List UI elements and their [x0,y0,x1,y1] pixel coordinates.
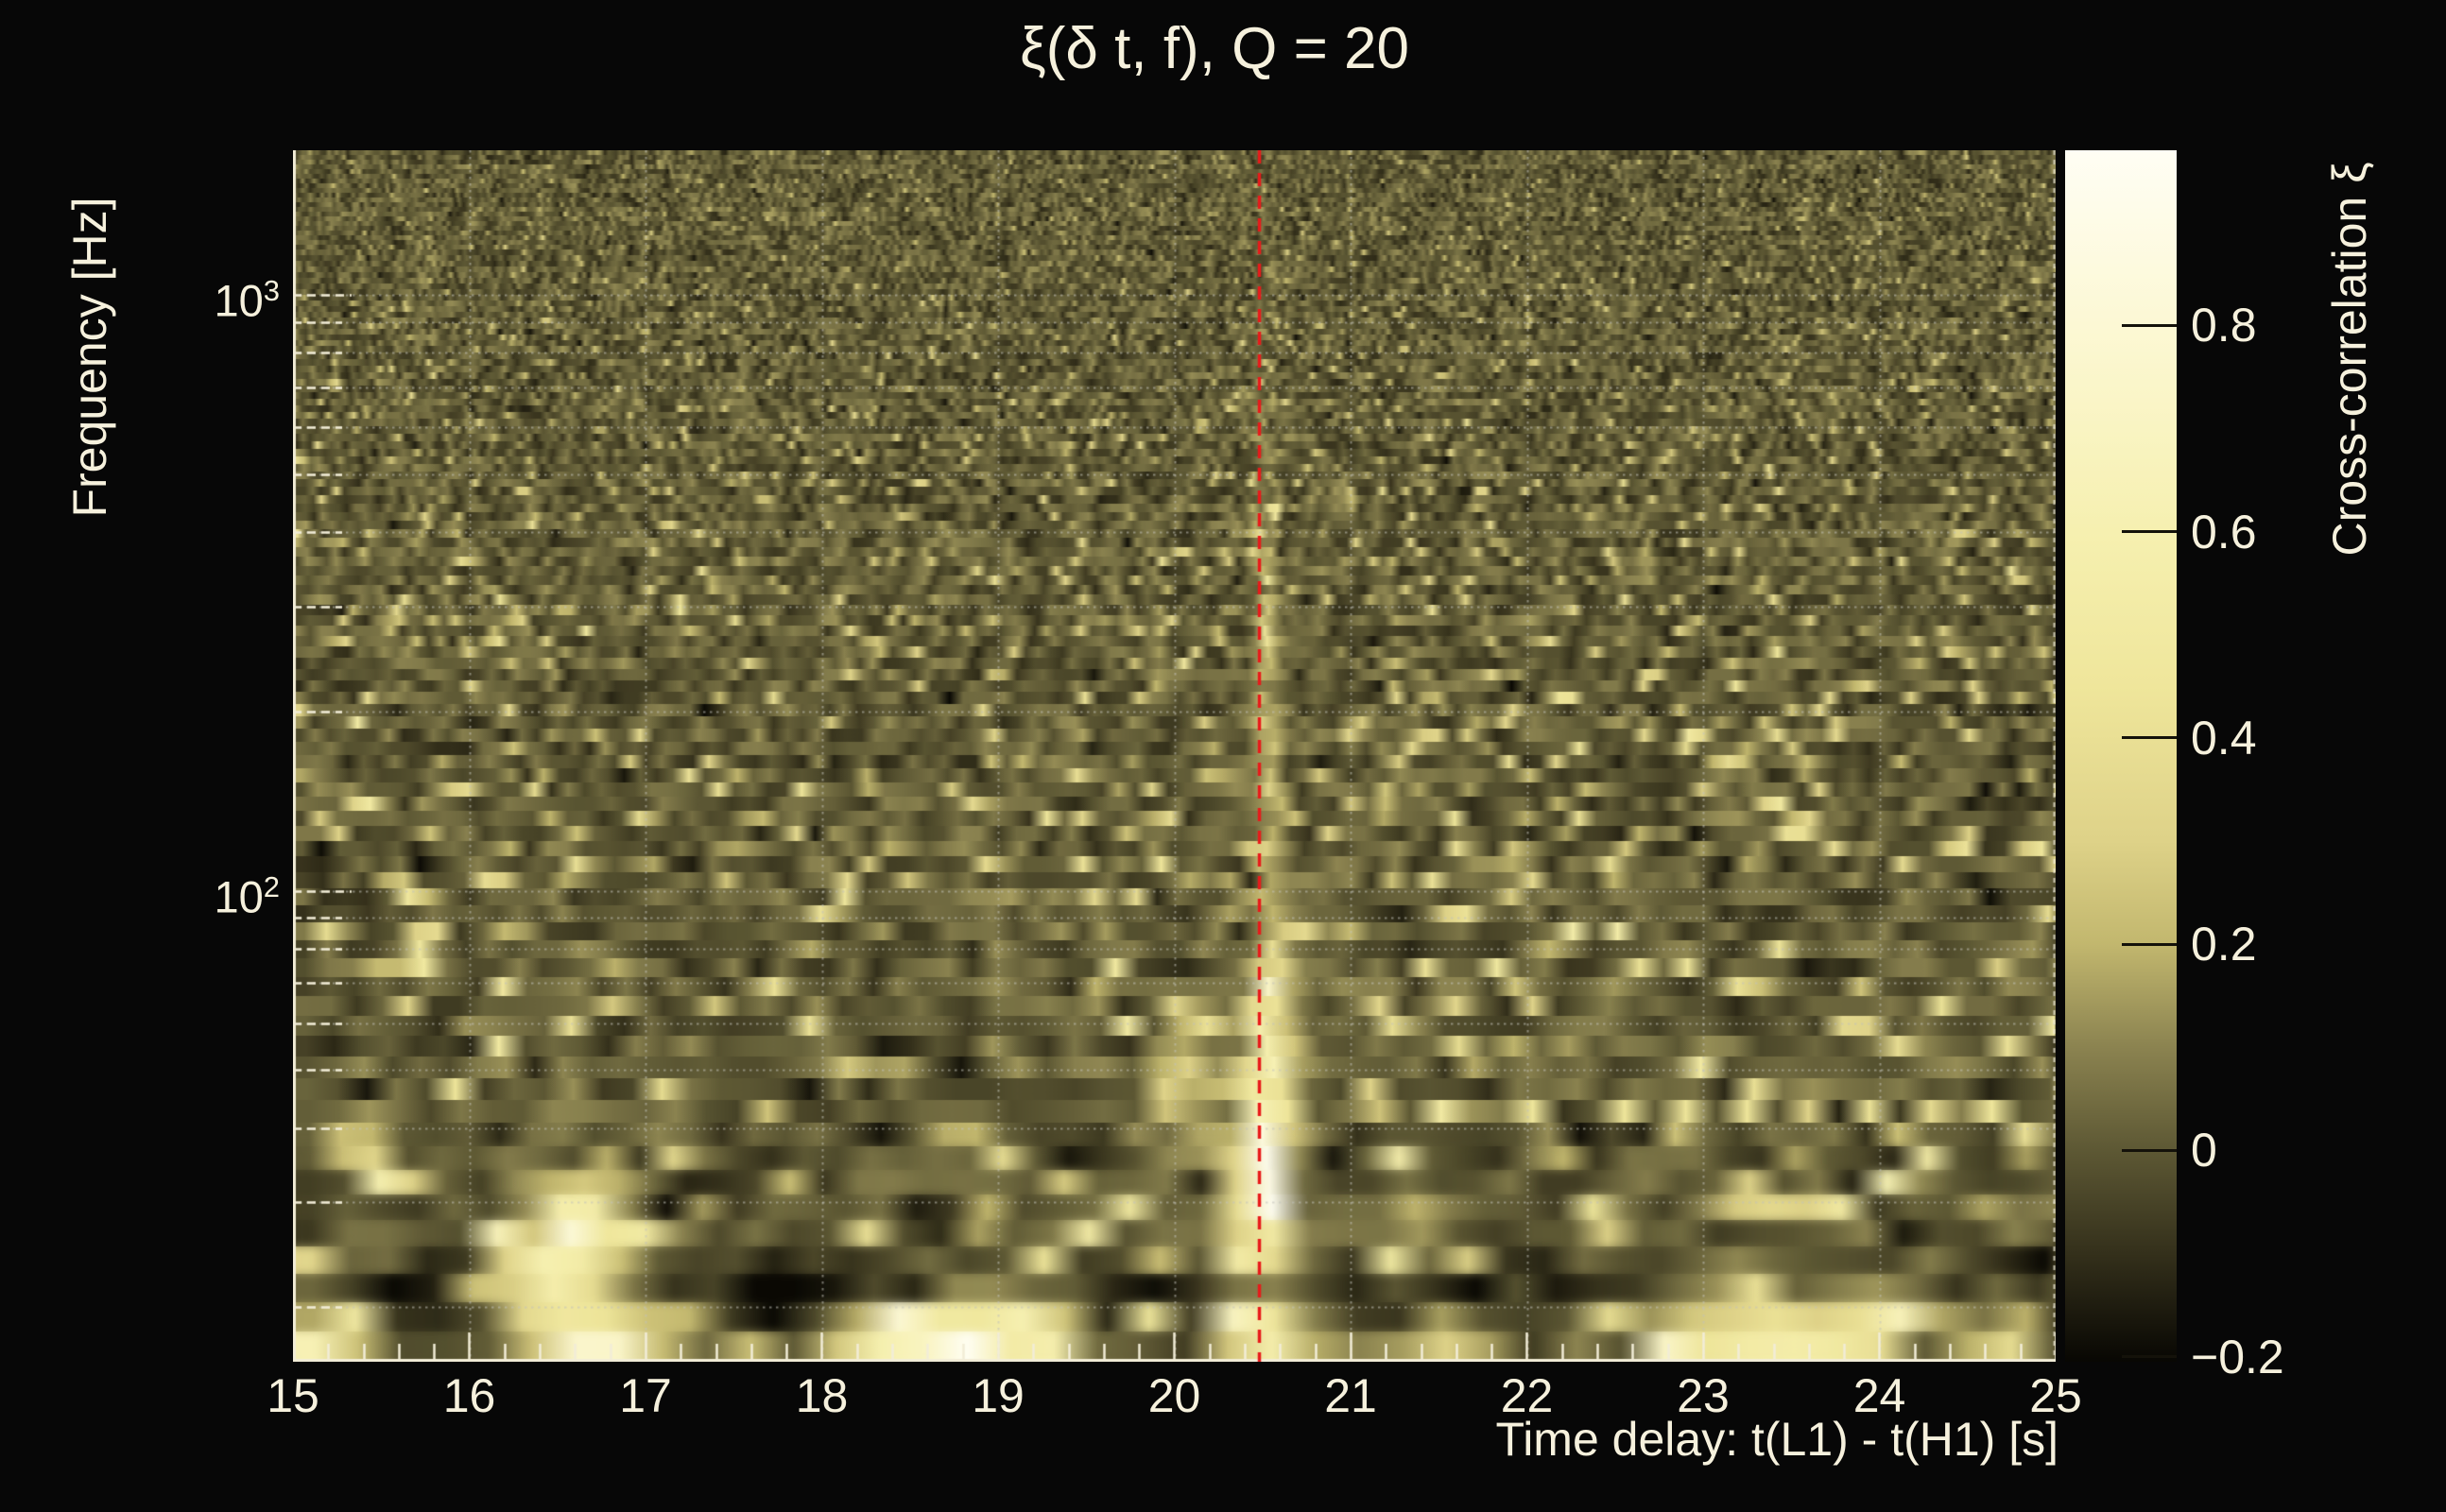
y-tick-label: 102 [214,869,280,922]
x-tick-label: 20 [1147,1369,1201,1422]
x-tick-label: 17 [619,1369,672,1422]
colorbar-tick-mark [2122,323,2177,327]
colorbar-tick-mark [2122,1355,2177,1359]
x-tick-label: 25 [2029,1369,2082,1422]
x-axis-title: Time delay: t(L1) - t(H1) [s] [1495,1413,2058,1466]
colorbar-tick-label: 0.4 [2191,711,2257,765]
colorbar-tick-label: 0 [2191,1124,2217,1177]
x-tick-label: 21 [1324,1369,1377,1422]
x-tick-label: 22 [1500,1369,1554,1422]
x-tick-label: 23 [1677,1369,1730,1422]
x-tick-label: 24 [1852,1369,1906,1422]
colorbar-tick-mark [2122,736,2177,740]
x-tick-label: 18 [795,1369,849,1422]
colorbar-tick-mark [2122,1148,2177,1152]
colorbar-title: Cross-correlation ξ [2323,162,2376,557]
colorbar-tick-label: −0.2 [2191,1330,2284,1383]
colorbar-tick-mark [2122,530,2177,534]
heatmap-canvas [293,150,2056,1362]
colorbar-tick-mark [2122,942,2177,946]
y-axis-title: Frequency [Hz] [63,197,116,518]
x-tick-label: 16 [442,1369,496,1422]
plot-title: ξ(δ t, f), Q = 20 [1020,16,1409,81]
y-tick-label: 103 [214,274,280,326]
colorbar-tick-label: 0.2 [2191,918,2257,971]
colorbar-gradient [2065,150,2177,1362]
x-tick-label: 19 [972,1369,1025,1422]
colorbar-tick-label: 0.6 [2191,505,2257,558]
x-tick-label: 15 [267,1369,319,1422]
colorbar-tick-label: 0.8 [2191,299,2257,352]
